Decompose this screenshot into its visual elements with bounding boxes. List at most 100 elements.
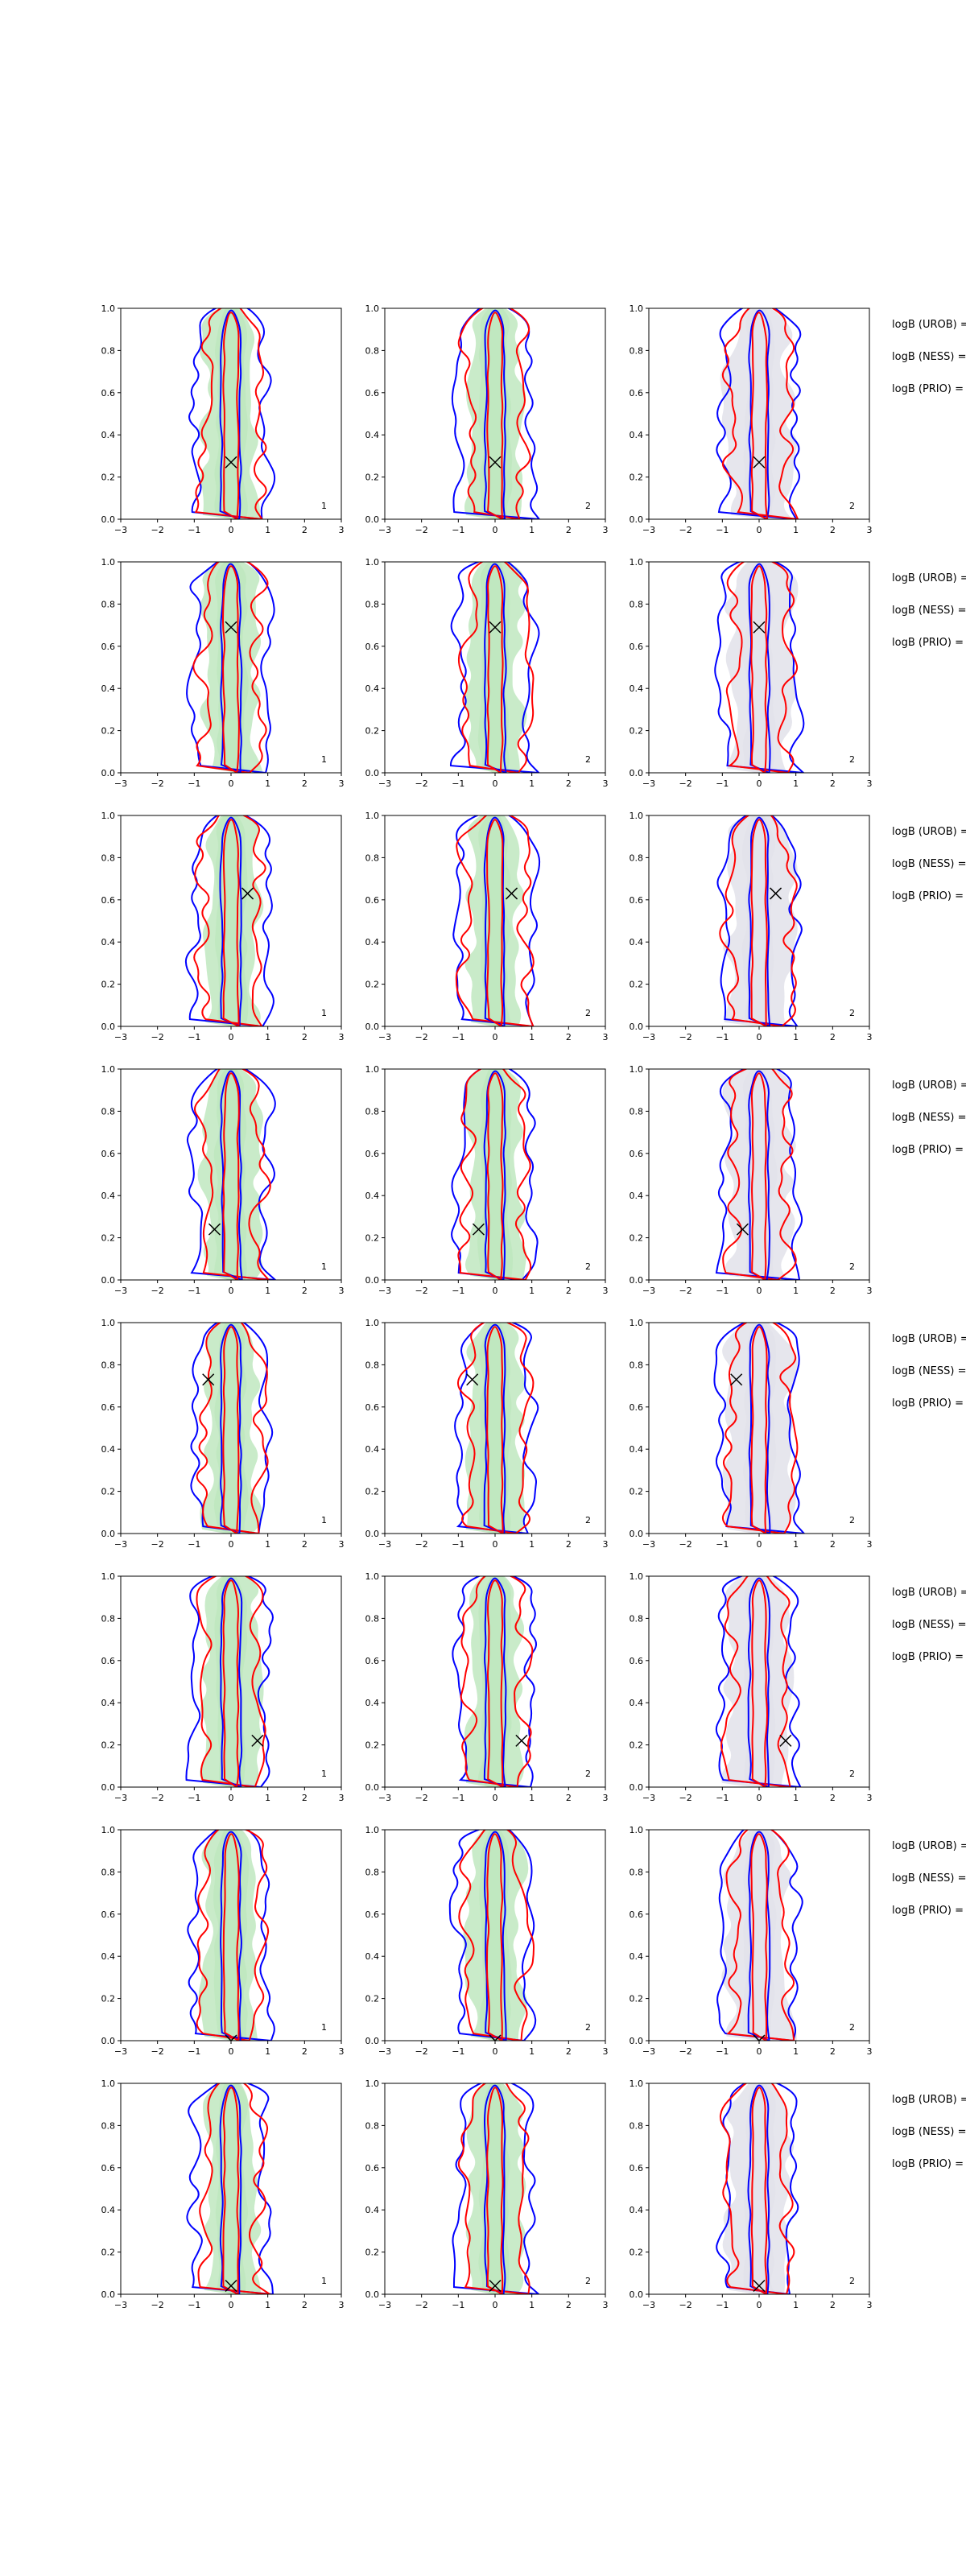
x-tick-label: 1: [529, 2046, 535, 2057]
x-tick-label: 0: [757, 2046, 762, 2057]
blue-contour-outer: [184, 815, 275, 1026]
density-fill-inner: [213, 1323, 249, 1534]
y-tick-label: 0.2: [101, 2248, 116, 2258]
y-tick-label: 0.4: [365, 1951, 380, 1962]
y-tick-label: 0.0: [630, 2289, 644, 2300]
y-tick-label: 0.2: [365, 1487, 380, 1497]
x-tick-label: −1: [452, 2046, 464, 2057]
y-tick-label: 0.6: [365, 642, 380, 652]
y-tick-label: 1.0: [630, 1318, 644, 1328]
y-tick-label: 0.4: [101, 430, 116, 440]
panel-r3-c2: −3 −2 −1 0 1 2 3 0.0 0.2 0.4 0.6 0.8 1.0 2: [630, 1064, 873, 1296]
y-tick-label: 0.2: [630, 980, 644, 990]
x-tick-label: −3: [642, 778, 655, 789]
x-tick-label: −3: [378, 1032, 391, 1042]
blue-contour-inner: [748, 1070, 771, 1280]
x-tick-label: −3: [642, 2300, 655, 2310]
panel-number-label: 2: [585, 754, 591, 765]
x-tick-label: 2: [830, 778, 836, 789]
x-tick-label: 1: [529, 1286, 535, 1296]
y-tick-label: 1.0: [101, 1825, 116, 1835]
x-tick-label: −1: [452, 525, 464, 535]
panel-number-label: 1: [321, 1008, 327, 1018]
x-tick-label: −2: [415, 525, 428, 535]
y-tick-label: 0.2: [101, 1994, 116, 2004]
x-tick-label: −1: [452, 1286, 464, 1296]
y-tick-label: 0.2: [630, 2248, 644, 2258]
y-tick-label: 0.0: [365, 768, 380, 778]
x-tick-label: 2: [302, 2046, 308, 2057]
blue-contour-inner: [219, 1577, 243, 1787]
y-tick-label: 0.4: [630, 2205, 644, 2215]
x-tick-label: −3: [378, 778, 391, 789]
y-tick-label: 0.6: [101, 895, 116, 906]
y-tick-label: 0.2: [101, 980, 116, 990]
y-tick-label: 0.6: [630, 1909, 644, 1920]
panel-number-label: 2: [585, 1008, 591, 1018]
y-tick-label: 0.6: [630, 1656, 644, 1666]
red-contour-inner: [222, 1072, 240, 1280]
density-fill-inner: [742, 1069, 778, 1280]
x-tick-label: 3: [339, 1793, 345, 1803]
x-tick-label: 2: [830, 1032, 836, 1042]
y-tick-label: 0.8: [365, 1613, 380, 1624]
truth-marker: [489, 456, 502, 469]
y-tick-label: 0.8: [101, 1360, 116, 1370]
logb-label-1: logB (NESS) =: [892, 1365, 966, 1377]
x-tick-label: 3: [339, 1539, 345, 1550]
y-tick-label: 0.6: [630, 1402, 644, 1413]
blue-contour-outer: [186, 1069, 277, 1280]
y-tick-label: 0.0: [101, 1022, 116, 1032]
x-tick-label: 3: [867, 1286, 873, 1296]
logb-label-1: logB (NESS) =: [892, 1619, 966, 1631]
x-tick-label: 3: [603, 1539, 609, 1550]
panel-r0-c1: −3 −2 −1 0 1 2 3 0.0 0.2 0.4 0.6 0.8 1.0 2: [365, 303, 609, 535]
x-tick-label: 0: [229, 1286, 234, 1296]
x-tick-label: 3: [603, 2046, 609, 2057]
x-tick-label: −1: [188, 2046, 200, 2057]
y-tick-label: 0.8: [630, 345, 644, 356]
x-tick-label: −2: [679, 1286, 692, 1296]
truth-marker: [515, 1734, 528, 1747]
logb-label-1: logB (NESS) =: [892, 1112, 966, 1124]
y-tick-label: 0.6: [101, 1909, 116, 1920]
y-tick-label: 0.8: [630, 1106, 644, 1117]
blue-contour-inner: [748, 563, 771, 773]
y-tick-label: 0.2: [630, 473, 644, 483]
x-tick-label: −3: [114, 2300, 127, 2310]
x-tick-label: −1: [452, 1539, 464, 1550]
x-tick-label: −2: [151, 2300, 164, 2310]
blue-contour-inner: [484, 1831, 507, 2041]
panel-r2-c0: −3 −2 −1 0 1 2 3 0.0 0.2 0.4 0.6 0.8 1.0 1: [101, 811, 345, 1042]
x-tick-label: −2: [415, 1539, 428, 1550]
truth-marker: [225, 456, 237, 469]
y-tick-label: 0.0: [365, 2289, 380, 2300]
x-tick-label: 2: [830, 525, 836, 535]
truth-marker: [753, 2034, 766, 2041]
logb-label-1: logB (NESS) =: [892, 605, 966, 617]
y-tick-label: 0.8: [365, 345, 380, 356]
x-tick-label: 0: [757, 778, 762, 789]
red-contour-inner: [486, 1072, 504, 1280]
x-tick-label: −3: [642, 1032, 655, 1042]
x-tick-label: 0: [757, 1539, 762, 1550]
y-tick-label: 1.0: [101, 303, 116, 314]
blue-contour-inner: [219, 2084, 242, 2294]
y-tick-label: 0.2: [630, 726, 644, 737]
y-tick-label: 0.6: [365, 895, 380, 906]
y-tick-label: 1.0: [365, 811, 380, 821]
y-tick-label: 1.0: [101, 557, 116, 568]
y-tick-label: 0.0: [101, 2289, 116, 2300]
x-tick-label: 3: [603, 1032, 609, 1042]
y-tick-label: 0.8: [630, 599, 644, 609]
y-tick-label: 0.6: [365, 2163, 380, 2174]
blue-contour-inner: [483, 1323, 506, 1534]
blue-contour-inner: [483, 2084, 506, 2294]
y-tick-label: 0.4: [101, 2205, 116, 2215]
truth-marker: [225, 621, 237, 634]
blue-contour-outer: [186, 562, 275, 773]
logb-label-1: logB (NESS) =: [892, 1872, 966, 1885]
x-tick-label: 3: [603, 525, 609, 535]
x-tick-label: −2: [679, 525, 692, 535]
y-tick-label: 1.0: [630, 1571, 644, 1582]
